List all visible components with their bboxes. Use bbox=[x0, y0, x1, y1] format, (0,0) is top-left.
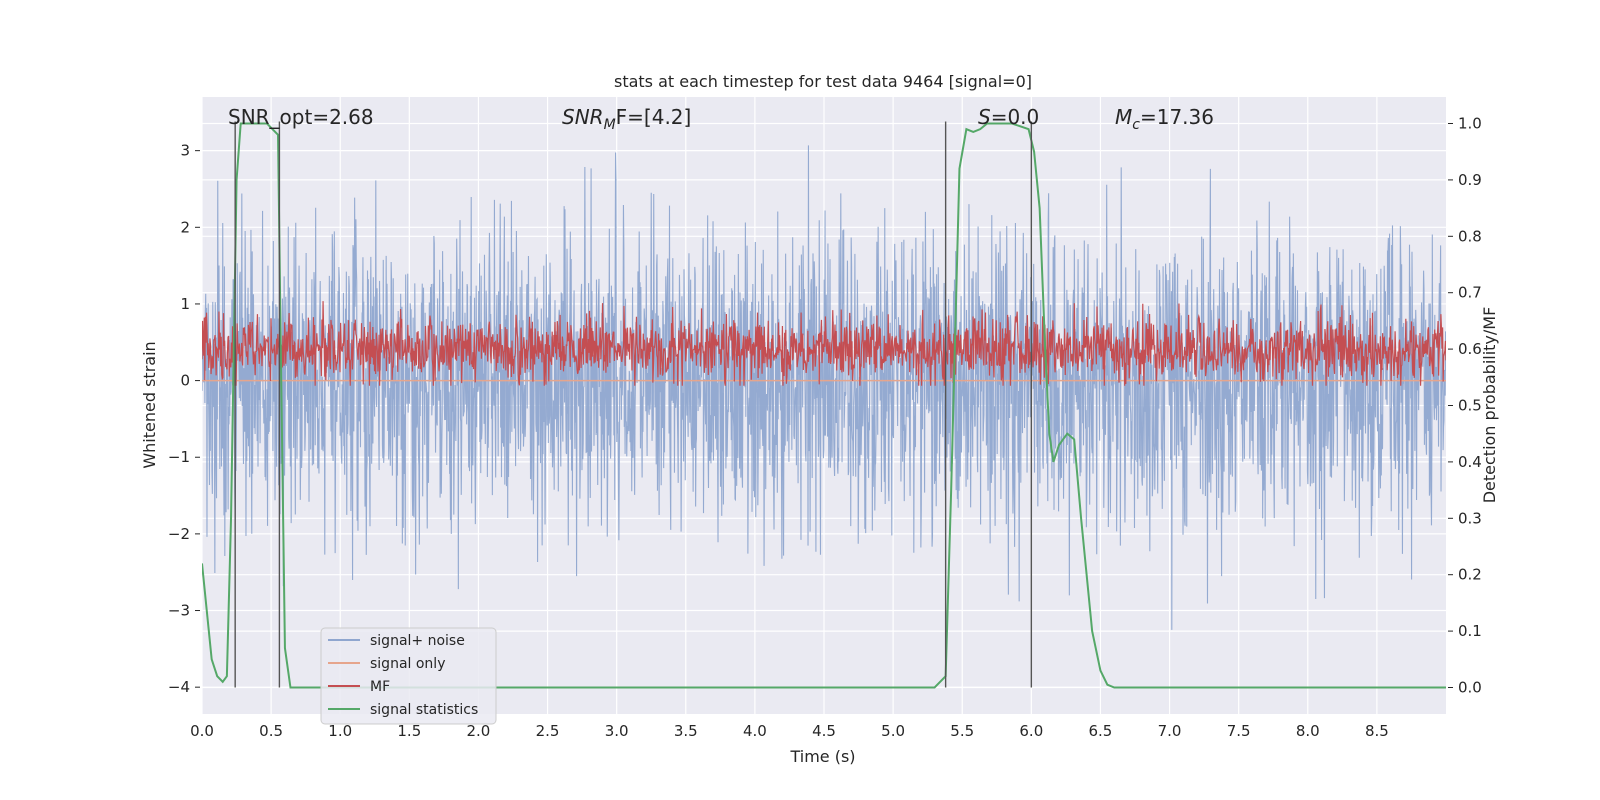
s-value: =0.0 bbox=[991, 105, 1040, 129]
x-tick-label: 0.5 bbox=[259, 722, 283, 740]
x-tick-label: 7.0 bbox=[1158, 722, 1182, 740]
y-tick-label: 3 bbox=[180, 142, 190, 160]
s-label: S bbox=[978, 105, 991, 129]
x-tick-label: 7.5 bbox=[1227, 722, 1251, 740]
snr-mf-label: SNR bbox=[562, 105, 604, 129]
y-right-tick-label: 0.4 bbox=[1458, 453, 1482, 471]
x-tick-label: 6.0 bbox=[1019, 722, 1043, 740]
legend: signal+ noise signal only MF signal stat… bbox=[320, 627, 497, 725]
mc-subscript: c bbox=[1132, 117, 1140, 133]
x-tick-label: 0.0 bbox=[190, 722, 214, 740]
y-right-tick-label: 0.5 bbox=[1458, 397, 1482, 415]
y-right-tick-label: 0.7 bbox=[1458, 284, 1482, 302]
legend-label-signal-only: signal only bbox=[370, 656, 445, 672]
snr-opt-annotation: SNR_opt=2.68 bbox=[228, 105, 374, 129]
y-right-tick-label: 0.2 bbox=[1458, 566, 1482, 584]
snr-mf-value: F=[4.2] bbox=[616, 105, 692, 129]
mc-annotation: Mc=17.36 bbox=[1115, 105, 1214, 133]
y-axis-left-label: Whitened strain bbox=[140, 341, 159, 468]
s-annotation: S=0.0 bbox=[978, 105, 1039, 129]
x-axis-label: Time (s) bbox=[789, 747, 855, 766]
x-tick-label: 4.5 bbox=[812, 722, 836, 740]
legend-label-signal-statistics: signal statistics bbox=[370, 702, 478, 718]
y-right-tick-label: 0.1 bbox=[1458, 622, 1482, 640]
y-tick-label: 1 bbox=[180, 295, 190, 313]
snr-mf-subscript: M bbox=[604, 117, 616, 133]
x-tick-label: 3.0 bbox=[605, 722, 629, 740]
x-tick-label: 6.5 bbox=[1089, 722, 1113, 740]
mc-label: M bbox=[1115, 105, 1132, 129]
x-tick-label: 1.5 bbox=[397, 722, 421, 740]
vertical-markers bbox=[234, 121, 1033, 688]
y-tick-label: −4 bbox=[168, 678, 190, 696]
y-tick-label: −3 bbox=[168, 602, 190, 620]
y-tick-label: 0 bbox=[180, 372, 190, 390]
y-tick-label: 2 bbox=[180, 218, 190, 236]
x-tick-label: 8.0 bbox=[1296, 722, 1320, 740]
mc-value: =17.36 bbox=[1140, 105, 1214, 129]
y-right-tick-label: 0.9 bbox=[1458, 171, 1482, 189]
x-tick-label: 5.5 bbox=[950, 722, 974, 740]
series-signal-statistics-line bbox=[202, 122, 1446, 689]
x-axis-ticks: 0.0 0.5 1.0 1.5 2.0 2.5 3.0 3.5 4.0 4.5 5.0 5.5 6.0 6… bbox=[190, 722, 1389, 740]
y-right-tick-label: 1.0 bbox=[1458, 115, 1482, 133]
x-tick-label: 8.5 bbox=[1365, 722, 1389, 740]
y-axis-left-ticks: −4 −3 −2 −1 0 1 2 3 bbox=[168, 142, 200, 696]
y-tick-label: −2 bbox=[168, 525, 190, 543]
y-right-tick-label: 0.3 bbox=[1458, 509, 1482, 527]
x-tick-label: 3.5 bbox=[674, 722, 698, 740]
series-layer bbox=[202, 122, 1446, 689]
legend-label-signal-noise: signal+ noise bbox=[370, 633, 465, 649]
x-tick-label: 2.0 bbox=[467, 722, 491, 740]
y-axis-right-label: Detection probability/MF bbox=[1480, 307, 1499, 504]
y-tick-label: −1 bbox=[168, 448, 190, 466]
snr-mf-annotation: SNRMF=[4.2] bbox=[562, 105, 691, 133]
y-right-tick-label: 0.0 bbox=[1458, 678, 1482, 696]
y-right-tick-label: 0.8 bbox=[1458, 227, 1482, 245]
y-right-tick-label: 0.6 bbox=[1458, 340, 1482, 358]
x-tick-label: 4.0 bbox=[743, 722, 767, 740]
y-axis-right-ticks: 0.0 0.1 0.2 0.3 0.4 0.5 0.6 0.7 0.8 0.9 1.0 bbox=[1448, 115, 1482, 696]
x-tick-label: 2.5 bbox=[536, 722, 560, 740]
x-tick-label: 5.0 bbox=[881, 722, 905, 740]
series-signal-noise-line bbox=[202, 145, 1446, 630]
chart-title: stats at each timestep for test data 946… bbox=[614, 72, 1032, 91]
x-tick-label: 1.0 bbox=[328, 722, 352, 740]
series-mf-line bbox=[202, 301, 1446, 386]
legend-label-mf: MF bbox=[370, 679, 390, 695]
legend-box bbox=[320, 627, 497, 725]
